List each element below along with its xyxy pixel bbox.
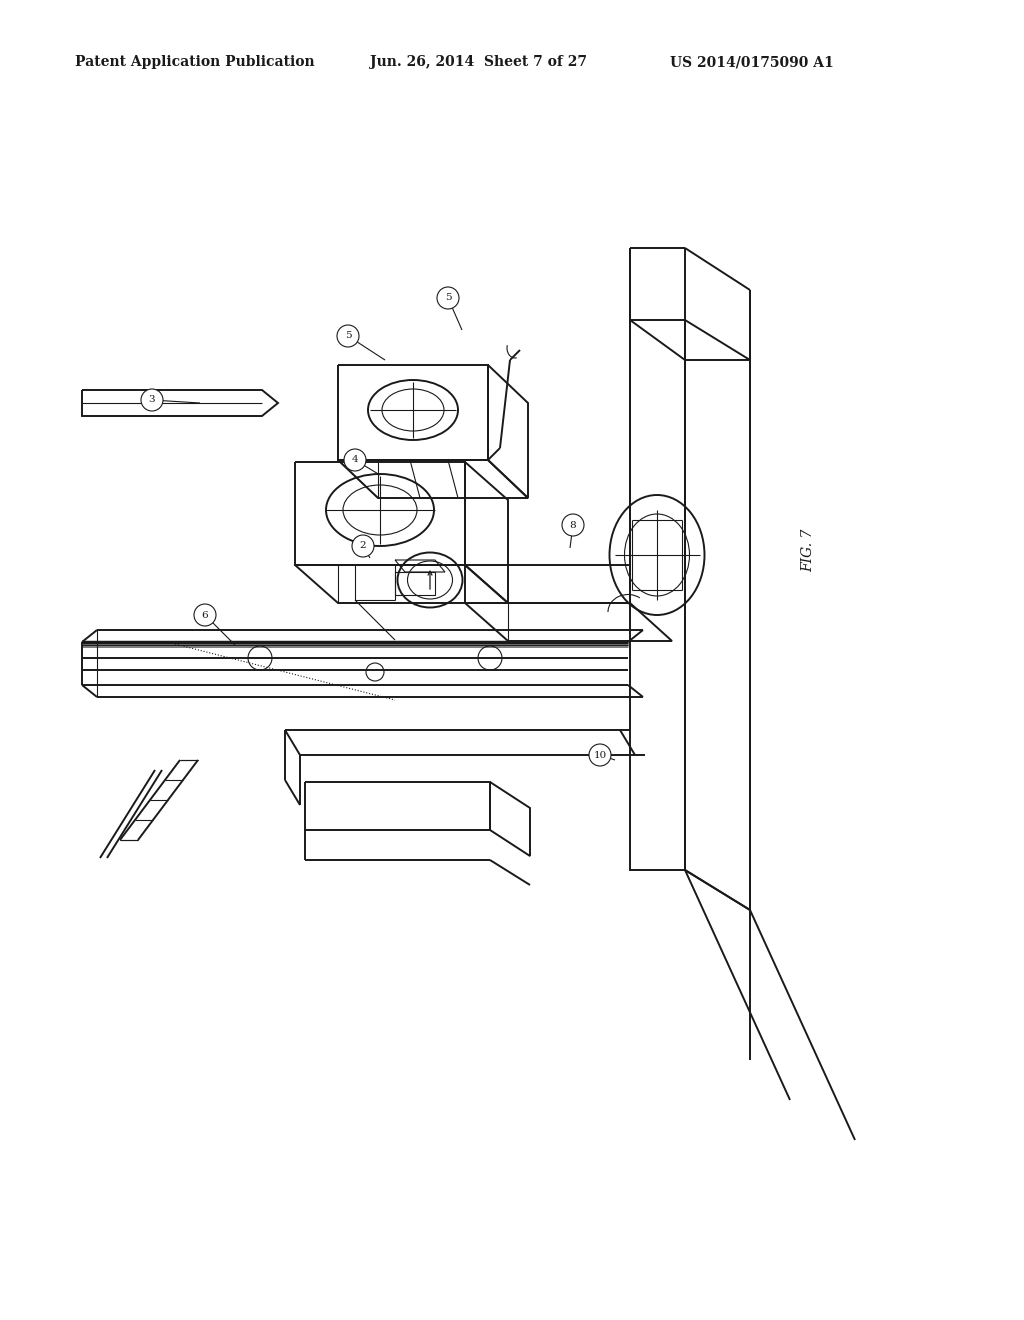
Text: FIG. 7: FIG. 7 xyxy=(801,528,815,572)
Circle shape xyxy=(344,449,366,471)
Circle shape xyxy=(337,325,359,347)
Text: 5: 5 xyxy=(444,293,452,302)
Text: US 2014/0175090 A1: US 2014/0175090 A1 xyxy=(670,55,834,69)
Text: 6: 6 xyxy=(202,610,208,619)
Circle shape xyxy=(194,605,216,626)
Text: 10: 10 xyxy=(593,751,606,759)
Circle shape xyxy=(352,535,374,557)
Circle shape xyxy=(562,513,584,536)
Circle shape xyxy=(141,389,163,411)
Text: 8: 8 xyxy=(569,520,577,529)
Circle shape xyxy=(589,744,611,766)
Text: Patent Application Publication: Patent Application Publication xyxy=(75,55,314,69)
Text: 3: 3 xyxy=(148,396,156,404)
Text: 4: 4 xyxy=(351,455,358,465)
Text: 5: 5 xyxy=(345,331,351,341)
Circle shape xyxy=(437,286,459,309)
Text: 2: 2 xyxy=(359,541,367,550)
Text: Jun. 26, 2014  Sheet 7 of 27: Jun. 26, 2014 Sheet 7 of 27 xyxy=(370,55,587,69)
